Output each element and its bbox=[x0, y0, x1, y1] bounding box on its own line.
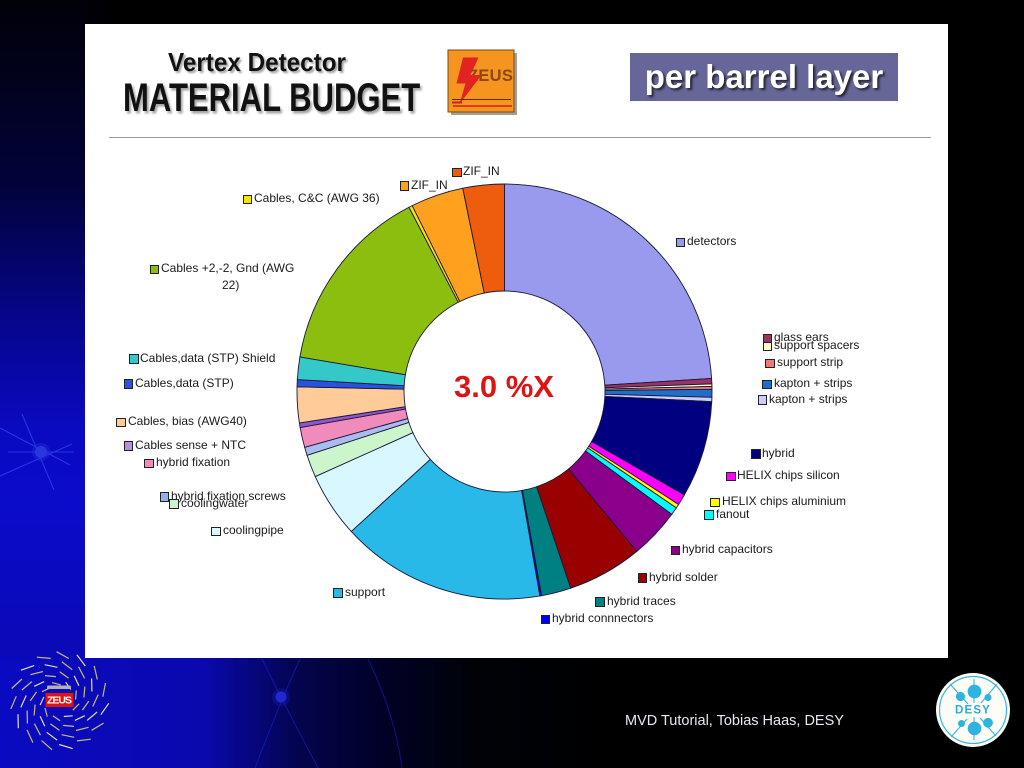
svg-text:ZEUS: ZEUS bbox=[47, 695, 72, 707]
svg-text:DESY: DESY bbox=[955, 705, 991, 717]
svg-text:ZEUS: ZEUS bbox=[468, 67, 513, 85]
